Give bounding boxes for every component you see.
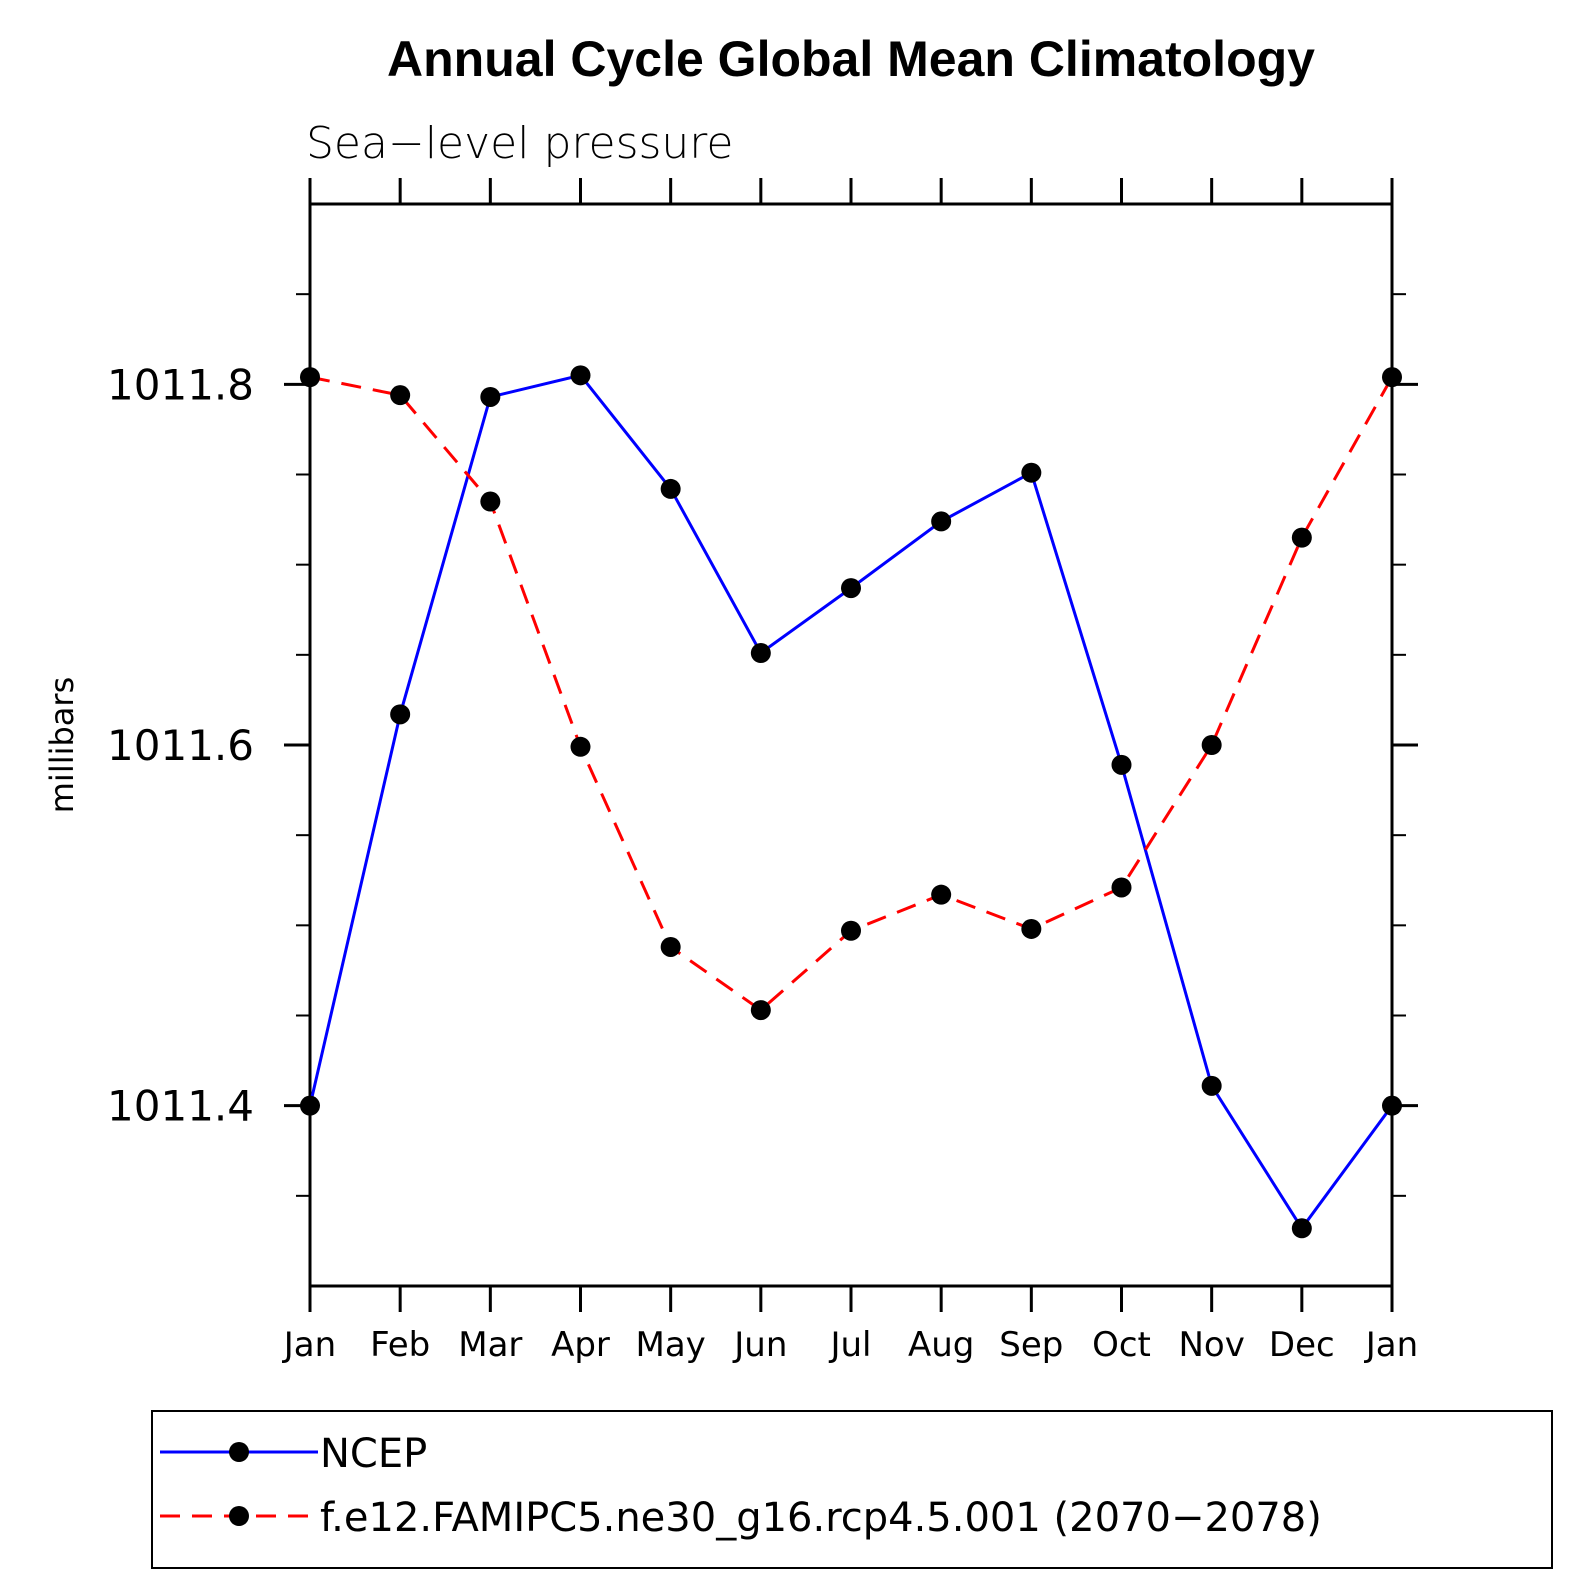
series-lines — [308, 373, 1394, 1231]
legend-label-1: f.e12.FAMIPC5.ne30_g16.rcp4.5.001 (2070−… — [320, 1495, 1322, 1541]
series-0-point — [300, 1095, 320, 1116]
x-tick-label: Feb — [370, 1325, 430, 1365]
series-points — [300, 365, 1402, 1239]
x-tick-label: Sep — [999, 1325, 1063, 1365]
series-1-point — [1382, 367, 1402, 388]
series-1-point — [1291, 527, 1312, 548]
series-1-point — [750, 1000, 771, 1021]
series-1-point — [390, 385, 411, 406]
series-0-point — [1201, 1075, 1222, 1096]
series-0-point — [1111, 754, 1132, 775]
x-tick-label: Mar — [458, 1325, 522, 1365]
legend-label-0: NCEP — [320, 1431, 427, 1477]
legend-marker-0 — [229, 1442, 249, 1462]
x-tick-label: Nov — [1178, 1325, 1244, 1365]
y-tick-label: 1011.4 — [107, 1082, 254, 1131]
series-0-point — [570, 365, 591, 386]
legend: NCEP f.e12.FAMIPC5.ne30_g16.rcp4.5.001 (2… — [160, 1431, 1322, 1541]
series-0-point — [480, 386, 501, 407]
series-0-point — [750, 643, 771, 664]
x-axis-ticks: Jan Feb Mar Apr May Jun Jul Aug Sep Oct Nov Dec Jan — [282, 178, 1418, 1365]
series-1-point — [480, 491, 501, 512]
x-tick-label: Jan — [1364, 1325, 1418, 1365]
series-1-point — [660, 936, 681, 957]
series-0-point — [1382, 1095, 1402, 1116]
series-1-point — [931, 884, 952, 905]
series-0-point — [931, 511, 952, 532]
plot-frame — [308, 202, 1394, 1288]
series-0-point — [660, 478, 681, 499]
series-1-point — [570, 736, 591, 757]
y-tick-label: 1011.6 — [107, 721, 254, 770]
series-0-point — [1021, 462, 1042, 483]
x-tick-label: Jan — [282, 1325, 336, 1365]
y-tick-label: 1011.8 — [107, 360, 254, 409]
series-line-0 — [308, 373, 1394, 1231]
series-0-point — [1291, 1218, 1312, 1239]
y-axis-label: millibars — [43, 677, 81, 813]
legend-box — [151, 1410, 1553, 1569]
x-tick-label: Apr — [551, 1325, 610, 1365]
y-axis-ticks: 1011.4 1011.6 1011.8 — [107, 293, 1418, 1197]
chart-title: Annual Cycle Global Mean Climatology — [387, 31, 1315, 87]
series-0-point — [390, 704, 411, 725]
x-tick-label: Dec — [1269, 1325, 1335, 1365]
series-1-point — [1111, 877, 1132, 898]
x-tick-label: Oct — [1092, 1325, 1151, 1365]
legend-marker-1 — [229, 1506, 249, 1526]
series-line-1 — [309, 375, 1394, 1013]
chart-subtitle: Sea−level pressure — [306, 118, 734, 169]
series-1-point — [1021, 918, 1042, 939]
series-1-point — [300, 367, 320, 388]
x-tick-label: Jun — [732, 1325, 787, 1365]
series-0-point — [841, 578, 861, 599]
x-tick-label: Jul — [828, 1325, 871, 1365]
series-1-point — [841, 920, 861, 941]
x-tick-label: Aug — [908, 1325, 974, 1365]
series-1-point — [1201, 735, 1222, 755]
x-tick-label: May — [636, 1325, 706, 1365]
